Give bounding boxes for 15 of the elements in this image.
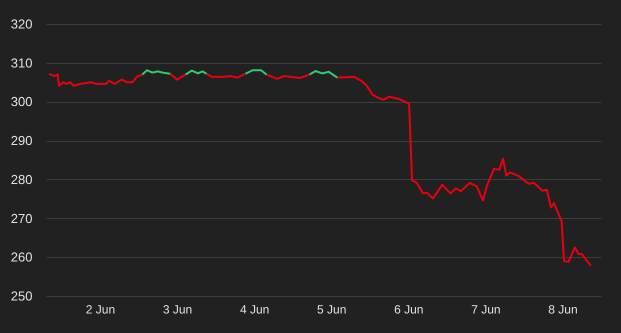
x-tick-label: 8 Jun (548, 302, 578, 316)
x-tick-label: 3 Jun (162, 302, 192, 316)
x-tick-label: 2 Jun (86, 302, 116, 316)
x-tick-label: 4 Jun (240, 302, 270, 316)
y-tick-label: 270 (10, 210, 32, 226)
x-tick-label: 5 Jun (317, 302, 346, 316)
y-tick-label: 290 (10, 133, 32, 148)
y-tick-label: 310 (10, 55, 32, 70)
x-tick-label: 6 Jun (394, 302, 424, 316)
y-tick-label: 300 (10, 94, 32, 110)
y-tick-label: 320 (10, 16, 32, 32)
x-tick-label: 7 Jun (471, 302, 501, 316)
y-tick-label: 250 (10, 288, 32, 304)
y-tick-label: 280 (10, 172, 32, 187)
y-tick-label: 260 (10, 250, 32, 265)
